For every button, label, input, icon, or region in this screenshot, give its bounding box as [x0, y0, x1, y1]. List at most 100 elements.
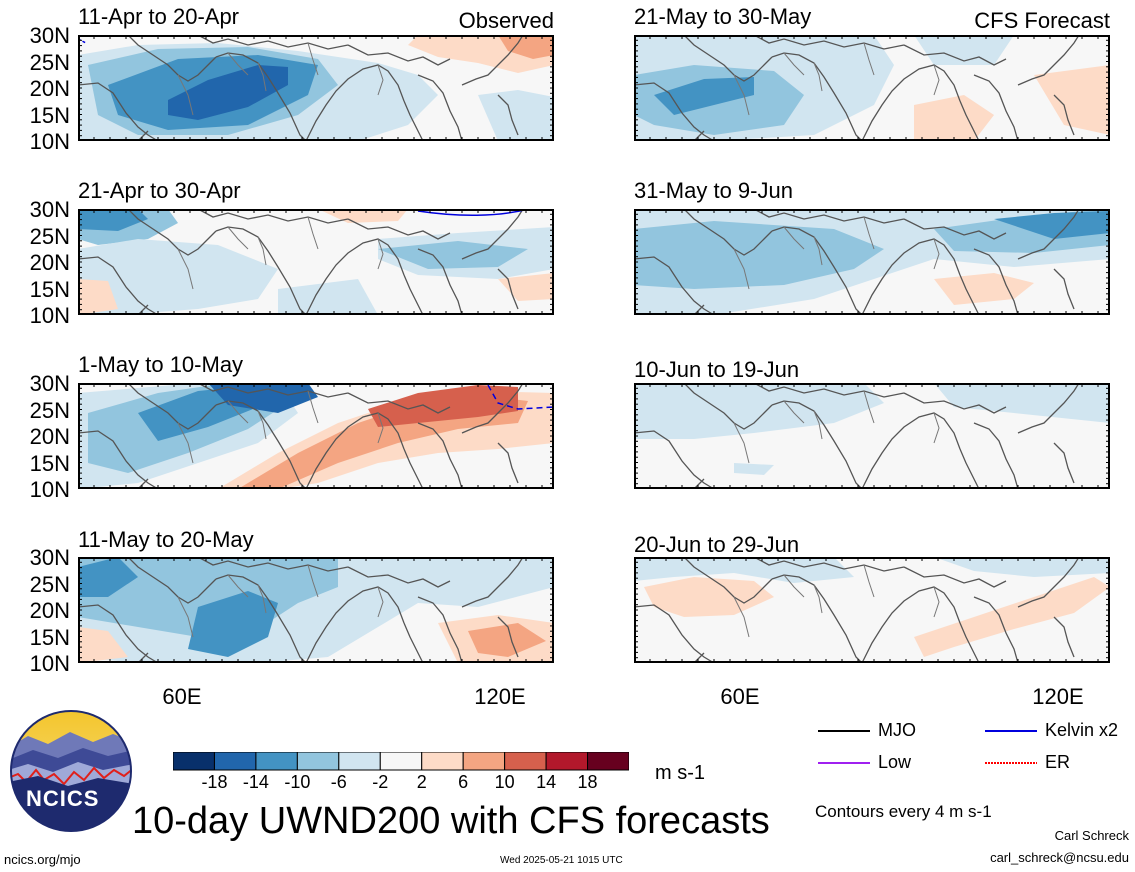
coastline [461, 35, 524, 86]
country-border [227, 400, 249, 424]
country-border [177, 74, 194, 116]
coastline [973, 74, 1019, 141]
coastline [78, 430, 159, 489]
coastline [959, 274, 980, 315]
observed-label: Observed [458, 8, 554, 33]
country-border [227, 226, 249, 250]
anomaly-shading [654, 77, 754, 115]
country-border [733, 248, 750, 290]
anomaly-shading [368, 385, 518, 427]
coastline [197, 209, 349, 224]
y-tick-label: 25N [29, 49, 70, 75]
coastline [753, 557, 905, 572]
coastline [305, 64, 405, 141]
anomaly-shading [78, 209, 148, 231]
anomaly-shading [934, 273, 1034, 305]
country-border [813, 584, 823, 614]
colorbar-tick-label: -14 [242, 772, 269, 792]
coastline [771, 226, 863, 315]
country-border [813, 62, 823, 92]
cfs-forecast-label: CFS Forecast [974, 8, 1110, 33]
footer-email: carl_schreck@ncsu.edu [990, 850, 1129, 865]
coastline [215, 226, 307, 315]
map-panel-4 [78, 557, 554, 663]
coastline [347, 566, 451, 588]
logo-text: NCICS [26, 786, 100, 811]
anomaly-shading [1034, 65, 1110, 135]
y-tick-label: 15N [29, 276, 70, 302]
map-panel-7 [634, 383, 1110, 489]
anomaly-shading [478, 90, 554, 141]
country-border [813, 410, 823, 440]
panel-title-5: 21-May to 30-May [634, 4, 812, 29]
map-panel-2 [78, 209, 554, 315]
coastline [417, 74, 463, 141]
anomaly-shading [634, 383, 884, 439]
coastline [497, 94, 519, 136]
coastline [903, 566, 1007, 588]
colorbar-swatch [379, 751, 423, 771]
colorbar-tick-label: -10 [284, 772, 311, 792]
coastline [1053, 442, 1075, 484]
coastline [215, 52, 307, 141]
coastline [1053, 268, 1075, 310]
anomaly-shading [914, 35, 1014, 65]
coastline [403, 622, 424, 663]
coastline [497, 616, 519, 658]
country-border [177, 596, 194, 638]
coastline [903, 218, 1007, 240]
panel-frame [78, 35, 554, 141]
coastline [215, 574, 307, 663]
colorbar-swatch [172, 751, 215, 771]
country-border [933, 238, 940, 270]
coastline [903, 44, 1007, 66]
anomaly-shading [378, 241, 528, 269]
country-border [257, 410, 267, 440]
coastline [973, 596, 1019, 663]
coastline [959, 448, 980, 489]
country-border [813, 236, 823, 266]
panel-title-8: 20-Jun to 29-Jun [634, 532, 800, 557]
footer-url: ncics.org/mjo [4, 852, 81, 867]
kelvin-contour-dashed [487, 384, 554, 410]
y-tick-label: 10N [29, 129, 70, 154]
colorbar-swatch [462, 751, 506, 771]
y-tick-label: 25N [29, 397, 70, 423]
x-tick-60e-left: 60E [162, 684, 202, 709]
coastline [753, 383, 905, 398]
y-tick-label: 30N [29, 545, 70, 570]
country-border [307, 42, 319, 76]
country-border [933, 586, 940, 618]
country-border [933, 412, 940, 444]
coastline [497, 268, 519, 310]
coastline [78, 256, 159, 315]
anomaly-shading [78, 627, 128, 663]
coastline [78, 604, 159, 663]
y-tick-label: 25N [29, 571, 70, 597]
country-border [783, 226, 805, 250]
colorbar-tick-label: -18 [201, 772, 228, 792]
colorbar-tick-label: 18 [577, 772, 598, 792]
coastline [78, 82, 159, 141]
ncics-logo [8, 708, 134, 839]
x-tick-60e-right: 60E [720, 684, 760, 709]
y-tick-label: 10N [29, 303, 70, 328]
anomaly-shading [994, 211, 1110, 239]
y-tick-label: 30N [29, 23, 70, 48]
coastline [497, 442, 519, 484]
panel-title-1: 11-Apr to 20-Apr [78, 4, 240, 29]
anomaly-shading [468, 623, 546, 657]
colorbar-tick-label: 6 [458, 772, 469, 792]
coastline [305, 586, 405, 663]
country-border [307, 390, 319, 424]
legend-label-kelvin: Kelvin x2 [1045, 720, 1119, 740]
y-tick-label: 15N [29, 450, 70, 476]
panel-frame [634, 209, 1110, 315]
panel-frame [78, 383, 554, 489]
colorbar-swatch [255, 751, 298, 771]
coastline [1017, 35, 1080, 86]
panel-frame [634, 383, 1110, 489]
country-border [733, 596, 750, 638]
coastline [347, 392, 451, 414]
coastline [1053, 616, 1075, 658]
